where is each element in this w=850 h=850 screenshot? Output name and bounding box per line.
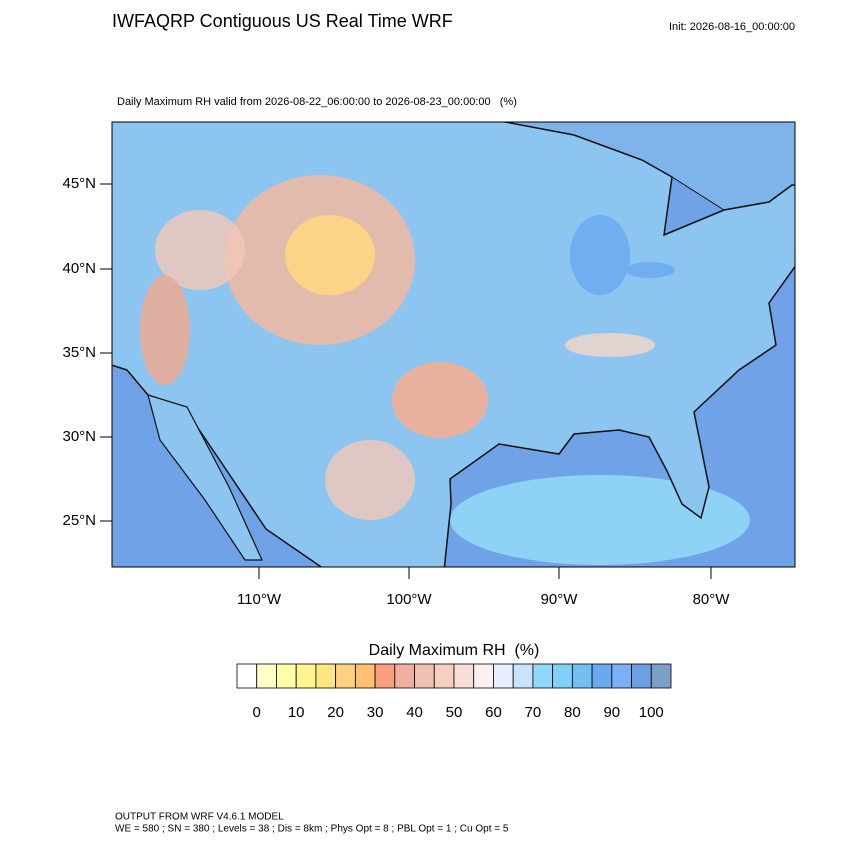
baja [147,394,263,561]
gulf-shade [450,475,750,565]
dry-area [565,333,655,357]
axes: 45°N 40°N 35°N 30°N 25°N 110°W 100°W 90°W 80°W [62,175,730,608]
colorbar-label: 40 [406,704,423,721]
map-frame [111,121,796,568]
colorbar-label: 80 [564,704,581,721]
colorbar-box [394,663,415,689]
colorbar-box [453,663,475,689]
colorbar-label: 0 [253,704,261,721]
dry-area [392,362,488,438]
colorbar-label: 10 [288,704,305,721]
dry-area [285,215,375,295]
init-time: Init: 2026-08-16_00:00:00 [669,21,795,33]
colorbar-label: 20 [327,704,344,721]
footer-line: WE = 580 ; SN = 380 ; Levels = 38 ; Dis … [115,824,509,835]
great-lakes [570,215,630,295]
lon-label: 80°W [693,591,731,608]
lat-label: 35°N [62,344,96,361]
colorbar-box [611,663,632,689]
colorbar-box [512,663,534,689]
colorbar-label: 60 [485,704,502,721]
subtitle: Daily Maximum RH valid from 2026-08-22_0… [117,96,517,108]
colorbar-box [631,663,652,689]
colorbar-box [650,663,672,689]
colorbar-box [354,663,376,689]
colorbar-box [335,663,356,689]
colorbar-label: 30 [367,704,384,721]
footer-line: OUTPUT FROM WRF V4.6.1 MODEL [115,812,284,823]
title: IWFAQRP Contiguous US Real Time WRF [112,11,453,31]
colorbar-box [493,663,514,689]
colorbar: 0 10 20 30 40 50 60 70 80 90 100 [236,663,672,721]
colorbar-box [276,663,297,689]
colorbar-label: 100 [639,704,664,721]
colorbar-box [414,663,435,689]
colorbar-box [473,663,494,689]
dry-area [155,210,245,290]
colorbar-box [236,663,258,689]
colorbar-box [532,663,554,689]
dry-area [140,275,190,385]
colorbar-box [571,663,593,689]
lon-label: 110°W [237,591,282,608]
lon-label: 100°W [386,591,432,608]
lat-label: 25°N [62,512,96,529]
colorbar-box [374,663,396,689]
colorbar-label: 50 [446,704,463,721]
lat-label: 40°N [62,260,96,277]
colorbar-label: 70 [525,704,542,721]
colorbar-box [315,663,337,689]
colorbar-title: Daily Maximum RH (%) [369,642,540,659]
colorbar-label: 90 [603,704,620,721]
dry-area [325,440,415,520]
lon-label: 90°W [541,591,579,608]
colorbar-box [256,663,277,689]
lat-label: 45°N [62,175,96,192]
great-lakes [625,262,675,278]
colorbar-box [433,663,455,689]
colorbar-box [295,663,317,689]
map [112,122,795,567]
lat-label: 30°N [62,428,96,445]
colorbar-box [591,663,613,689]
colorbar-box [552,663,573,689]
